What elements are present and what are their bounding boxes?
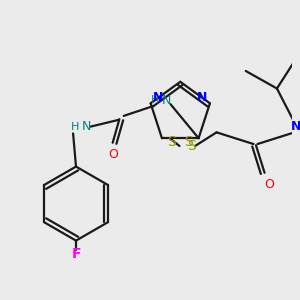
Text: N: N bbox=[197, 91, 207, 104]
Text: N: N bbox=[82, 120, 92, 133]
Text: H: H bbox=[151, 95, 159, 105]
Text: O: O bbox=[108, 148, 118, 161]
Text: N: N bbox=[162, 94, 171, 107]
Text: S: S bbox=[184, 135, 193, 149]
Text: S: S bbox=[167, 135, 176, 149]
Text: N: N bbox=[291, 120, 300, 133]
Text: H: H bbox=[71, 122, 79, 132]
Text: O: O bbox=[264, 178, 274, 191]
Text: N: N bbox=[153, 91, 164, 104]
Text: S: S bbox=[187, 139, 196, 153]
Text: F: F bbox=[71, 247, 81, 261]
